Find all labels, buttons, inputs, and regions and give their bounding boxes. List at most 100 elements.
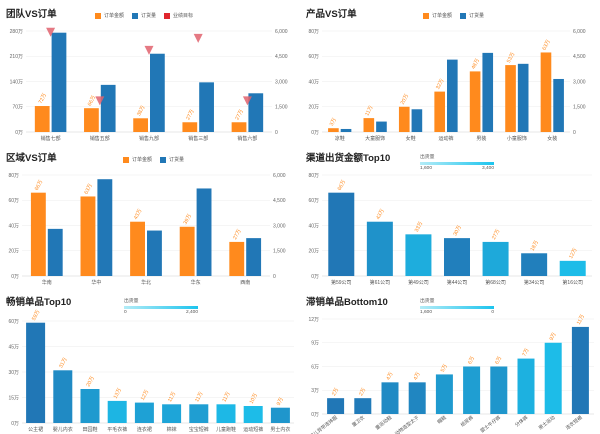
right-tick-label: 3,000: [273, 223, 286, 229]
left-tick-label: 280万: [10, 29, 23, 35]
legend-item-amount[interactable]: 订单金额: [95, 12, 124, 19]
color-scale: 出货量 0 2,400: [124, 297, 198, 315]
legend-label: 订单金额: [104, 13, 125, 19]
bar-amount: [505, 65, 516, 132]
bar: [435, 374, 453, 414]
right-tick-label: 1,500: [275, 105, 288, 111]
bar-label: 13万: [112, 387, 123, 400]
left-tick-label: 0万: [11, 274, 19, 280]
category-label: 动物造型太子: [393, 414, 420, 434]
left-tick-label: 80万: [308, 173, 319, 179]
scale-bar[interactable]: [420, 162, 494, 165]
bar-label: 11万: [575, 313, 586, 326]
bar-amount: [179, 226, 195, 276]
legend-item-target[interactable]: 业绩目标: [164, 12, 193, 19]
bar-label: 4万: [412, 371, 422, 381]
bar-label: 9万: [275, 396, 285, 406]
scale-max: 2,400: [185, 310, 198, 315]
category-label: 帽鞋: [436, 414, 448, 426]
legend-label: 订单金额: [132, 157, 153, 163]
category-label: 童运动鞋: [374, 414, 394, 431]
legend-item-count[interactable]: 订货量: [460, 12, 484, 19]
legend-item-count[interactable]: 订货量: [132, 12, 156, 19]
target-marker: [242, 96, 252, 106]
right-tick-label: 6,000: [273, 173, 286, 179]
bar: [53, 370, 73, 423]
bar-count: [248, 93, 264, 132]
bar-amount: [182, 122, 198, 132]
legend-item-amount[interactable]: 订单金额: [423, 12, 452, 19]
bar: [482, 241, 509, 276]
color-scale: 出货量 1,600 3,400: [420, 153, 494, 171]
scale-min: 0: [124, 310, 127, 315]
bar-label: 10万: [248, 392, 259, 405]
right-tick-label: 4,500: [273, 198, 286, 204]
left-tick-label: 210万: [10, 54, 23, 60]
bar-amount: [469, 71, 481, 132]
bar-label: 11万: [193, 391, 204, 404]
legend-item-amount[interactable]: 订单金额: [123, 156, 152, 163]
bar-label: 27万: [184, 108, 195, 121]
scale-bar[interactable]: [420, 306, 494, 309]
bar-count: [517, 63, 529, 133]
legend: 订单金额 订货量: [423, 12, 484, 19]
legend-label: 订货量: [169, 157, 185, 163]
bar-label: 5万: [439, 363, 449, 373]
region-panel: 区域VS订单 订单金额 订货量 0万 20万 40万 60万 80万 0 1,500 3,00…: [2, 148, 297, 290]
scale-label: 出货量: [124, 299, 139, 304]
category-label: 婴士牛仔裤: [479, 414, 502, 434]
bar-label: 31万: [57, 356, 68, 369]
bottom-panel: 滞销单品Bottom10 出货量 1,600 0 0万 3万 6万 9万 12万 2万 婴儿背…: [302, 292, 597, 434]
right-tick-label: 3,000: [573, 79, 586, 85]
category-label: 第44公司: [447, 279, 468, 286]
scale-min: 1,600: [420, 166, 433, 171]
scale-label: 出货量: [420, 299, 435, 304]
bar: [162, 404, 182, 423]
bar-label: 11万: [363, 104, 374, 117]
bar-label: 12万: [567, 247, 578, 260]
category-label: 华南: [42, 279, 52, 286]
bar-count: [340, 128, 352, 132]
bar-label: 3万: [328, 117, 338, 127]
legend: 订单金额 订货量 业绩目标: [95, 12, 193, 19]
bottom-chart: 0万3万6万9万12万2万婴儿背带连体服2万童卫衣4万童运动鞋4万动物造型太子5…: [308, 313, 594, 434]
bar-label: 6万: [493, 355, 503, 365]
category-label: 宝宝短裤: [189, 426, 209, 433]
category-label: 平毛衣裤: [107, 426, 127, 433]
bar: [327, 398, 345, 414]
category-label: 纸尿裤: [459, 414, 475, 429]
bar: [571, 326, 589, 414]
left-tick-label: 140万: [10, 79, 23, 85]
scale-label: 出货量: [420, 155, 435, 160]
scale-bar[interactable]: [124, 306, 198, 309]
bar-label: 30万: [452, 224, 463, 237]
legend-item-count[interactable]: 订货量: [160, 156, 184, 163]
category-label: 儿童跑鞋: [216, 426, 236, 433]
bar: [270, 407, 290, 423]
bar: [189, 404, 209, 423]
bar-count: [196, 188, 212, 276]
category-label: 女装: [547, 135, 557, 142]
bar-amount: [398, 106, 410, 132]
bar-label: 43万: [132, 208, 143, 221]
bar-label: 11万: [166, 391, 177, 404]
bar: [216, 404, 236, 423]
category-label: 华中: [91, 279, 101, 286]
bar-label: 27万: [234, 108, 245, 121]
bar-label: 27万: [490, 228, 501, 241]
bar-amount: [34, 106, 50, 132]
left-tick-label: 40万: [308, 79, 319, 85]
bar-label: 53万: [505, 51, 516, 64]
bar-label: 11万: [221, 391, 232, 404]
right-tick-label: 0: [573, 130, 576, 136]
bar-amount: [231, 122, 247, 132]
right-tick-label: 0: [273, 274, 276, 280]
bar-count: [150, 53, 165, 132]
bar-label: 27万: [231, 228, 242, 241]
panel-title: 团队VS订单: [6, 9, 57, 20]
category-label: 田园鞋: [82, 426, 97, 433]
bar-amount: [80, 196, 96, 276]
category-label: 童卫衣: [350, 414, 366, 429]
